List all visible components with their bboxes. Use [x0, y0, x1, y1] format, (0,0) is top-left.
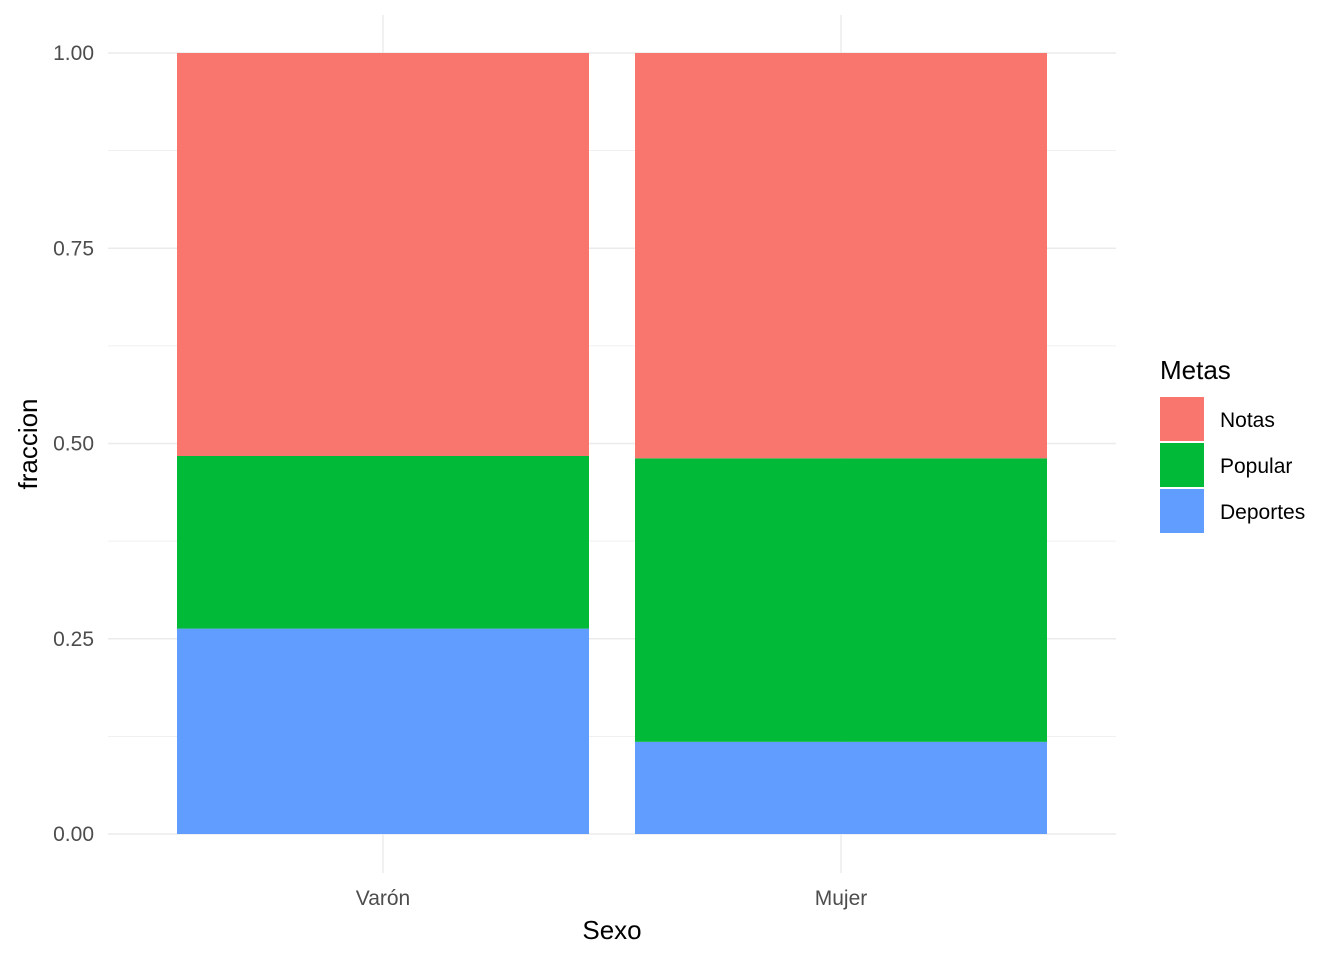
- bar-deportes-0: [177, 628, 589, 834]
- bar-notas-1: [635, 53, 1047, 459]
- bar-notas-0: [177, 53, 589, 456]
- x-tick-label: Mujer: [815, 887, 868, 910]
- legend: Metas Notas Popular Deportes: [1160, 355, 1305, 533]
- legend-swatch-notas: [1160, 397, 1204, 441]
- bar-deportes-1: [635, 741, 1047, 834]
- legend-title: Metas: [1160, 355, 1231, 385]
- y-tick-label: 0.25: [53, 628, 94, 651]
- x-tick-label: Varón: [356, 887, 410, 910]
- legend-label-popular: Popular: [1220, 455, 1292, 478]
- y-tick-label: 1.00: [53, 42, 94, 65]
- y-tick-label: 0.50: [53, 433, 94, 456]
- y-axis-title: fraccion: [13, 398, 43, 489]
- legend-swatch-deportes: [1160, 489, 1204, 533]
- x-axis-ticks: Varón Mujer: [356, 887, 868, 910]
- legend-label-notas: Notas: [1220, 409, 1275, 432]
- bars: [177, 53, 1047, 834]
- x-axis-title: Sexo: [582, 915, 641, 945]
- y-tick-label: 0.75: [53, 237, 94, 260]
- bar-popular-0: [177, 455, 589, 629]
- y-axis-ticks: 0.00 0.25 0.50 0.75 1.00: [53, 42, 94, 846]
- legend-swatch-popular: [1160, 443, 1204, 487]
- bar-popular-1: [635, 458, 1047, 742]
- y-tick-label: 0.00: [53, 823, 94, 846]
- legend-label-deportes: Deportes: [1220, 501, 1305, 524]
